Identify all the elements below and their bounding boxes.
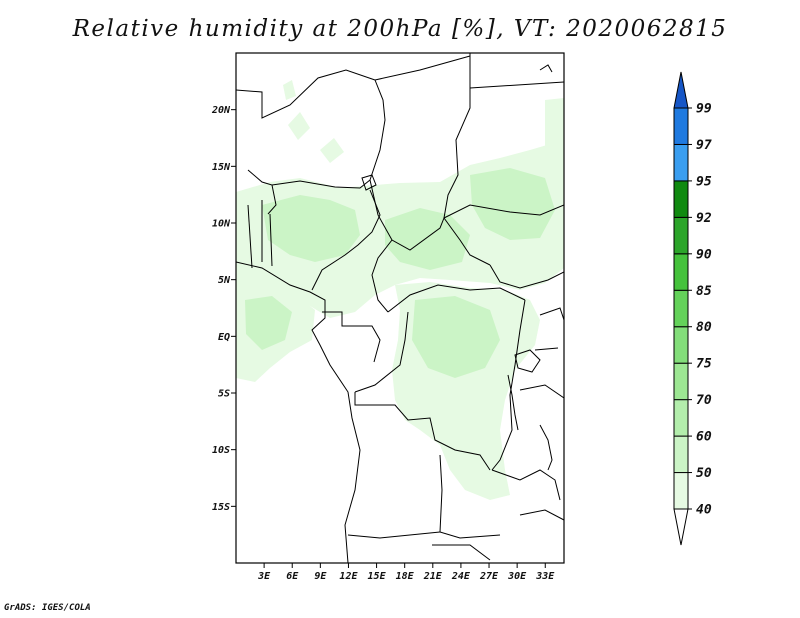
border-zambia-east xyxy=(491,469,561,501)
coastline-gulf xyxy=(236,261,361,563)
lon-tick-label: 21E xyxy=(423,571,443,582)
border-chad-libya-sudan xyxy=(443,53,471,219)
map-title: Relative humidity at 200hPa [%], VT: 202… xyxy=(72,16,728,42)
border-car-sudan xyxy=(489,264,564,289)
colorbar-level-label: 50 xyxy=(696,466,712,481)
border-gabon xyxy=(322,311,381,363)
border-uganda-kenya xyxy=(534,307,564,351)
map-frame xyxy=(235,52,565,564)
humidity-band-north xyxy=(283,80,344,163)
lon-tick-label: 12E xyxy=(339,571,358,582)
border-niger-chad xyxy=(369,79,386,181)
border-drc-angola xyxy=(354,392,491,471)
colorbar-level-label: 92 xyxy=(696,211,712,226)
latitude-axis: 20N 15N 10N 5N EQ 5S 10S 15S xyxy=(211,105,236,513)
lon-tick-label: 15E xyxy=(368,571,387,582)
coast-red-sea xyxy=(539,64,553,73)
colorbar-segment xyxy=(673,472,689,510)
border-ghana xyxy=(247,204,253,269)
border-sudan-ssudan xyxy=(443,204,564,219)
colorbar-level-label: 85 xyxy=(696,284,712,299)
colorbar-segment xyxy=(673,143,689,182)
border-drc-east xyxy=(491,299,526,471)
humidity-band-east xyxy=(545,98,564,165)
lat-tick-label: 10N xyxy=(212,219,231,230)
colorbar-level-label: 97 xyxy=(696,138,712,153)
border-mali-niger xyxy=(236,69,376,119)
lon-tick-label: 33E xyxy=(535,571,555,582)
lat-tick-label: 15S xyxy=(212,502,230,513)
lake-tanganyika xyxy=(507,374,519,431)
border-car-drc xyxy=(387,284,526,313)
humidity-core-east xyxy=(470,168,555,240)
colorbar-level-label: 60 xyxy=(696,430,712,445)
border-benin-togo xyxy=(261,200,273,267)
colorbar-level-label: 99 xyxy=(696,102,712,117)
colorbar-segment xyxy=(673,289,689,328)
longitude-axis: 3E 6E 9E 12E 15E 18E 21E 24E 27E 30E 33E xyxy=(257,563,555,582)
lat-tick-label: EQ xyxy=(218,332,230,343)
border-tanzania xyxy=(519,384,564,399)
lat-tick-label: 20N xyxy=(211,105,231,116)
border-niger-nigeria xyxy=(271,179,371,189)
humidity-core-congo xyxy=(412,296,500,378)
colorbar-level-label: 90 xyxy=(696,247,712,262)
lat-tick-label: 15N xyxy=(212,162,231,173)
country-borders xyxy=(236,53,564,563)
map-panel: 20N 15N 10N 5N EQ 5S 10S 15S 3E 6E 9E 12E 15E 18E 21E… xyxy=(211,52,565,582)
lon-tick-label: 30E xyxy=(507,571,527,582)
humidity-core-coast xyxy=(245,296,292,350)
border-niger-algeria xyxy=(374,55,471,81)
colorbar-level-label: 40 xyxy=(696,503,712,518)
colorbar-segment xyxy=(673,216,689,255)
lon-tick-label: 9E xyxy=(314,571,327,582)
lake-malawi xyxy=(539,424,553,471)
colorbar-segment xyxy=(673,180,689,218)
colorbar-level-label: 95 xyxy=(696,174,712,189)
border-chad-car xyxy=(369,179,491,266)
border-cameroon-car xyxy=(371,239,393,313)
border-burkina xyxy=(247,169,277,215)
border-nigeria-cameroon xyxy=(311,189,381,291)
lon-tick-label: 3E xyxy=(257,571,271,582)
lat-tick-label: 10S xyxy=(212,445,230,456)
lon-tick-label: 18E xyxy=(396,571,415,582)
humidity-core-central xyxy=(385,208,470,270)
humidity-core-west xyxy=(262,195,360,262)
border-angola-namibia xyxy=(347,531,441,539)
lake-chad xyxy=(361,174,377,191)
colorbar-level-label: 75 xyxy=(696,357,712,372)
lon-tick-label: 24E xyxy=(451,571,471,582)
colorbar-segment xyxy=(673,326,689,364)
colorbar-level-label: 70 xyxy=(696,393,712,408)
lake-victoria xyxy=(514,349,541,373)
border-south xyxy=(432,509,564,561)
border-congo-drc xyxy=(354,311,409,393)
colorbar: 40 50 60 70 75 80 85 90 92 95 97 99 xyxy=(673,71,712,546)
colorbar-top-triangle xyxy=(673,71,689,109)
grads-credit: GrADS: IGES/COLA xyxy=(4,603,91,613)
lon-tick-label: 27E xyxy=(479,571,499,582)
colorbar-segment xyxy=(673,435,689,474)
colorbar-segment xyxy=(673,362,689,401)
border-libya-egypt xyxy=(469,81,564,89)
colorbar-level-label: 80 xyxy=(696,320,712,335)
colorbar-bottom-triangle xyxy=(673,508,689,546)
colorbar-segment xyxy=(673,399,689,437)
lat-tick-label: 5S xyxy=(218,389,230,400)
lat-tick-label: 5N xyxy=(218,275,231,286)
colorbar-segment xyxy=(673,107,689,145)
colorbar-segment xyxy=(673,253,689,291)
lon-tick-label: 6E xyxy=(286,571,299,582)
